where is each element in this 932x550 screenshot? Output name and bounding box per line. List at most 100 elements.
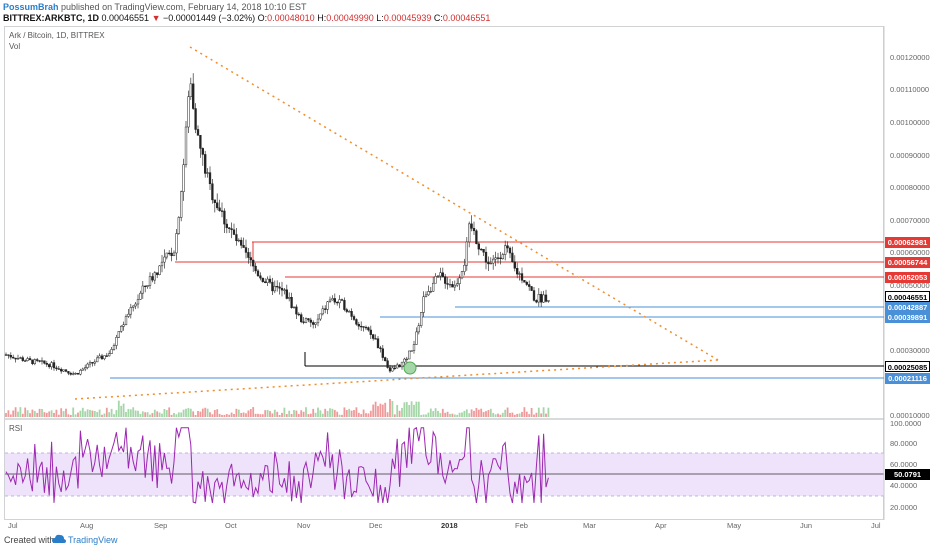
volume-bar xyxy=(237,409,240,417)
chart-header: PossumBrah published on TradingView.com,… xyxy=(0,0,932,24)
volume-bar xyxy=(245,413,247,417)
candle-body xyxy=(360,325,363,328)
volume-bar xyxy=(434,408,437,417)
volume-bar xyxy=(45,412,48,417)
volume-bar xyxy=(295,410,298,417)
volume-bar xyxy=(278,414,281,417)
candle-body xyxy=(321,308,324,315)
volume-bar xyxy=(449,413,451,417)
volume-bar xyxy=(384,402,387,417)
volume-bar xyxy=(343,407,346,417)
candle-body xyxy=(273,285,276,292)
candle-body xyxy=(76,372,80,375)
volume-bar xyxy=(530,407,533,417)
candle-body xyxy=(48,364,51,368)
volume-bar xyxy=(189,408,192,417)
candle-body xyxy=(129,307,132,315)
volume-bar xyxy=(213,410,216,417)
volume-bar xyxy=(14,407,17,417)
volume-bar xyxy=(420,414,423,417)
candle-body xyxy=(348,311,351,313)
volume-bar xyxy=(110,408,113,417)
candle-body xyxy=(499,257,502,260)
candlestick-series xyxy=(4,73,550,376)
price-tick: 0.00110000 xyxy=(890,85,930,94)
candle-body xyxy=(523,280,526,283)
candle-body xyxy=(14,357,17,360)
published-text: published on TradingView.com, February 1… xyxy=(58,2,307,12)
candle-body xyxy=(64,369,68,372)
candle-body xyxy=(122,324,125,327)
volume-bar xyxy=(499,414,502,417)
candle-body xyxy=(175,233,178,254)
volume-bar xyxy=(437,410,439,417)
volume-bar xyxy=(516,413,519,417)
candle-body xyxy=(86,363,89,368)
volume-bar xyxy=(461,412,463,417)
volume-bar xyxy=(259,414,262,417)
candle-body xyxy=(100,355,104,360)
candle-body xyxy=(487,262,490,265)
candle-body xyxy=(158,265,161,275)
volume-bar xyxy=(300,410,303,417)
tradingview-brand-link[interactable]: TradingView xyxy=(68,535,118,545)
candle-body xyxy=(266,278,269,283)
tradingview-cloud-icon xyxy=(52,534,66,543)
candle-body xyxy=(134,303,137,307)
volume-bar xyxy=(288,410,291,417)
candle-body xyxy=(427,291,430,296)
publish-info: PossumBrah published on TradingView.com,… xyxy=(3,2,307,13)
candle-body xyxy=(542,294,545,303)
volume-bar xyxy=(429,408,432,417)
candle-body xyxy=(412,344,416,351)
volume-bar xyxy=(98,409,101,417)
candle-body xyxy=(40,360,44,362)
candle-body xyxy=(228,227,231,229)
candle-body xyxy=(261,277,264,282)
candle-body xyxy=(381,348,384,358)
volume-bar xyxy=(120,405,123,417)
volume-bar xyxy=(417,401,420,417)
candle-body xyxy=(254,265,257,272)
author-link[interactable]: PossumBrah xyxy=(3,2,59,12)
volume-bar xyxy=(381,404,384,417)
candle-body xyxy=(465,241,468,266)
candle-body xyxy=(180,191,183,218)
candle-body xyxy=(98,355,101,359)
volume-bar xyxy=(329,408,331,417)
volume-bar xyxy=(84,411,87,417)
volume-bar xyxy=(264,410,267,417)
volume-bar xyxy=(511,412,514,417)
chart-legend: Ark / Bitcoin, 1D, BITTREX Vol xyxy=(9,30,105,52)
volume-bar xyxy=(177,412,180,417)
volume-bar xyxy=(475,407,478,417)
volume-bar xyxy=(477,409,480,417)
volume-bar xyxy=(29,413,31,417)
volume-bar xyxy=(81,407,84,417)
candle-body xyxy=(252,259,255,267)
candle-body xyxy=(300,314,303,323)
volume-bar xyxy=(456,414,459,417)
volume-bar xyxy=(528,414,531,417)
rsi-tick: 100.0000 xyxy=(890,419,922,428)
candle-body xyxy=(151,276,154,281)
volume-bar xyxy=(470,409,473,417)
candle-body xyxy=(331,298,334,301)
volume-bar xyxy=(129,409,132,417)
candle-body xyxy=(12,356,15,359)
candle-body xyxy=(244,247,248,253)
candle-body xyxy=(124,316,128,326)
volume-bar xyxy=(127,408,130,417)
volume-bar xyxy=(139,413,142,417)
candle-body xyxy=(62,369,65,372)
volume-bar xyxy=(199,411,202,417)
volume-bar xyxy=(518,413,521,417)
rsi-tick: 40.0000 xyxy=(890,481,918,490)
volume-bar xyxy=(374,401,377,417)
candle-body xyxy=(225,223,228,229)
volume-bar xyxy=(43,412,46,417)
volume-bar xyxy=(525,411,528,417)
candle-body xyxy=(436,275,440,278)
close-label: C: xyxy=(433,13,443,23)
